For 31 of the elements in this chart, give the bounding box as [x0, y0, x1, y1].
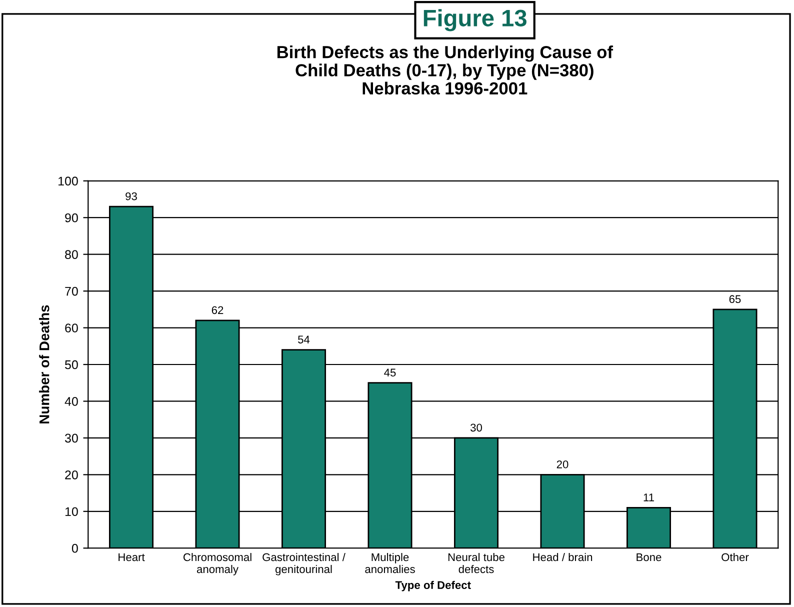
y-tick-label: 30 [64, 434, 78, 443]
y-axis-title: Number of Deaths [39, 305, 50, 424]
y-tick-label: 40 [64, 397, 78, 406]
data-label: 30 [470, 424, 482, 432]
x-axis-title: Type of Defect [395, 580, 471, 592]
y-tick-label: 70 [65, 286, 78, 296]
x-tick-label: Gastrointestinal / genitourinal [262, 552, 346, 576]
y-tick-label: 50 [65, 360, 78, 370]
y-tick-label: 60 [65, 324, 78, 332]
y-tick-label: 20 [65, 470, 78, 480]
data-label: 20 [556, 460, 568, 468]
y-tick-label: 0 [72, 544, 78, 553]
chart-title: Birth Defects as the Underlying Cause of Child Deaths (0-17), by Type (N=380) Nebraska 1996-2001 [277, 46, 614, 94]
y-tick-label: 80 [65, 250, 78, 259]
x-tick-label: Multiple anomalies [365, 552, 415, 574]
x-tick-label: Other [722, 552, 749, 562]
x-tick-label: Neural tube defects [448, 552, 504, 574]
caption: Figure 13 [424, 9, 526, 32]
data-label: 93 [126, 192, 137, 200]
y-tick-label: 10 [65, 507, 78, 516]
x-tick-label: Chromosomal anomaly [183, 552, 252, 576]
data-label: 65 [729, 295, 741, 304]
y-tick-label: 100 [58, 176, 78, 186]
data-label: 45 [384, 368, 396, 376]
data-label: 11 [644, 494, 654, 502]
data-label: 62 [212, 306, 224, 314]
y-tick-label: 90 [65, 213, 78, 222]
x-tick-label: Heart [118, 553, 145, 562]
x-tick-label: Bone [636, 553, 662, 562]
x-tick-label: Head / brain [533, 552, 592, 562]
data-label: 54 [298, 336, 310, 344]
